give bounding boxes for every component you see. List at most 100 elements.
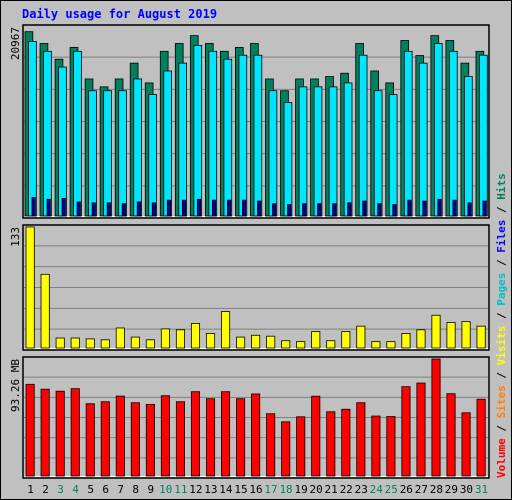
visits-bar bbox=[386, 341, 396, 349]
pages-bar bbox=[151, 202, 156, 217]
pages-bar bbox=[317, 203, 322, 217]
pages-bar bbox=[272, 203, 277, 217]
visits-bar bbox=[266, 335, 276, 349]
volume-bar bbox=[145, 403, 155, 477]
visits-bar bbox=[236, 336, 246, 349]
files-bar bbox=[133, 78, 142, 217]
volume-bar bbox=[476, 398, 486, 477]
volume-bar bbox=[115, 395, 125, 477]
pages-bar bbox=[242, 199, 247, 217]
visits-bar bbox=[446, 322, 456, 349]
files-bar bbox=[88, 90, 97, 217]
volume-bar bbox=[100, 401, 110, 477]
visits-bar bbox=[356, 325, 366, 349]
visits-bar bbox=[281, 340, 291, 349]
day-label: 29 bbox=[445, 483, 458, 496]
legend-separator: / bbox=[495, 365, 508, 385]
volume-bar bbox=[236, 398, 246, 477]
day-label: 6 bbox=[102, 483, 109, 496]
legend-item-sites: Sites bbox=[495, 385, 508, 418]
pages-bar bbox=[392, 204, 397, 217]
volume-bar bbox=[311, 395, 321, 477]
volume-bar bbox=[341, 408, 351, 477]
volume-bar bbox=[70, 388, 80, 477]
pages-bar bbox=[407, 199, 412, 217]
day-label: 2 bbox=[42, 483, 49, 496]
files-bar bbox=[479, 54, 488, 217]
files-bar bbox=[433, 43, 443, 217]
day-label: 30 bbox=[460, 483, 473, 496]
pages-bar bbox=[181, 199, 187, 217]
volume-bar bbox=[55, 390, 65, 477]
pages-bar bbox=[362, 200, 367, 217]
pages-bar bbox=[422, 200, 427, 217]
pages-bar bbox=[227, 199, 232, 217]
day-label: 3 bbox=[57, 483, 64, 496]
day-label: 1 bbox=[27, 483, 34, 496]
files-bar bbox=[73, 50, 82, 217]
legend-item-volume: Volume bbox=[495, 438, 508, 478]
visits-bar bbox=[416, 329, 426, 349]
volume-bar bbox=[356, 402, 366, 477]
day-label: 11 bbox=[174, 483, 187, 496]
legend-item-pages: Pages bbox=[495, 273, 508, 306]
day-label: 4 bbox=[72, 483, 79, 496]
legend-item-files: Files bbox=[495, 220, 508, 253]
visits-bar bbox=[55, 337, 65, 349]
pages-bar bbox=[196, 198, 202, 217]
day-label: 17 bbox=[264, 483, 277, 496]
pages-bar bbox=[302, 203, 307, 217]
visits-bar bbox=[160, 328, 170, 349]
legend-separator: / bbox=[495, 306, 508, 326]
files-bar bbox=[238, 54, 248, 217]
visits-bar bbox=[461, 321, 471, 349]
visits-bar bbox=[205, 333, 216, 349]
visits-max-label: 133 bbox=[9, 227, 22, 247]
visits-bar bbox=[296, 341, 306, 349]
right-legend: Volume / Sites / Visits / Pages / Files … bbox=[495, 173, 508, 478]
volume-bar bbox=[296, 416, 306, 477]
day-label: 24 bbox=[370, 483, 384, 496]
files-bar bbox=[313, 86, 323, 217]
pages-bar bbox=[332, 203, 337, 217]
legend-separator: / bbox=[495, 418, 508, 438]
day-label: 15 bbox=[234, 483, 247, 496]
legend-item-hits: Hits bbox=[495, 173, 508, 200]
pages-bar bbox=[482, 200, 487, 217]
visits-bar bbox=[371, 341, 381, 349]
files-bar bbox=[193, 45, 203, 217]
day-label: 19 bbox=[294, 483, 307, 496]
volume-bar bbox=[205, 398, 216, 477]
day-label: 5 bbox=[87, 483, 94, 496]
files-bar bbox=[388, 94, 398, 217]
volume-bar bbox=[130, 402, 140, 477]
volume-bar bbox=[401, 386, 411, 477]
pages-bar bbox=[166, 199, 171, 217]
pages-bar bbox=[437, 198, 442, 217]
pages-bar bbox=[377, 203, 382, 217]
day-label: 9 bbox=[147, 483, 154, 496]
pages-bar bbox=[91, 202, 96, 217]
pages-bar bbox=[46, 198, 51, 217]
day-label: 18 bbox=[279, 483, 292, 496]
pages-bar bbox=[452, 199, 457, 217]
files-bar bbox=[373, 90, 383, 217]
day-label: 26 bbox=[400, 483, 413, 496]
volume-bar bbox=[160, 395, 170, 477]
visits-bar bbox=[251, 334, 261, 349]
volume-bar bbox=[281, 421, 291, 477]
pages-bar bbox=[106, 202, 111, 217]
visits-bar bbox=[25, 226, 35, 349]
visits-bar bbox=[145, 339, 155, 349]
volume-max-label: 93.26 MB bbox=[9, 359, 22, 412]
files-bar bbox=[103, 90, 112, 217]
files-bar bbox=[418, 62, 428, 217]
day-label: 7 bbox=[117, 483, 124, 496]
visits-bar bbox=[70, 337, 80, 349]
day-label: 31 bbox=[475, 483, 488, 496]
day-label: 12 bbox=[189, 483, 202, 496]
volume-bar bbox=[40, 388, 50, 477]
visits-bar bbox=[341, 331, 351, 349]
